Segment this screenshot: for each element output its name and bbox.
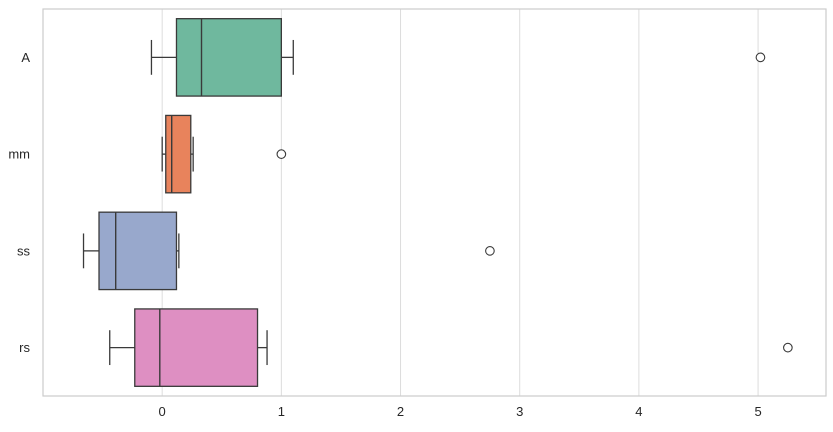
outlier-point-A [755,52,766,63]
box-ss [98,211,178,291]
box-rs [134,308,259,387]
outlier-point-rs [783,342,793,353]
x-tick-label: 5 [754,404,761,419]
box-mm [165,114,192,194]
category-label-A: A [21,50,30,65]
x-tick-label: 1 [278,404,285,419]
outlier-point-mm [276,149,287,159]
plot-border [42,8,827,397]
box-A [175,18,283,97]
category-label-rs: rs [19,340,30,355]
outlier-point-ss [485,246,495,256]
category-label-mm: mm [8,147,30,162]
x-tick-label: 0 [159,404,166,419]
x-tick-label: 4 [635,404,642,419]
x-tick-label: 3 [516,404,523,419]
category-label-ss: ss [17,243,31,258]
x-tick-label: 2 [397,404,404,419]
